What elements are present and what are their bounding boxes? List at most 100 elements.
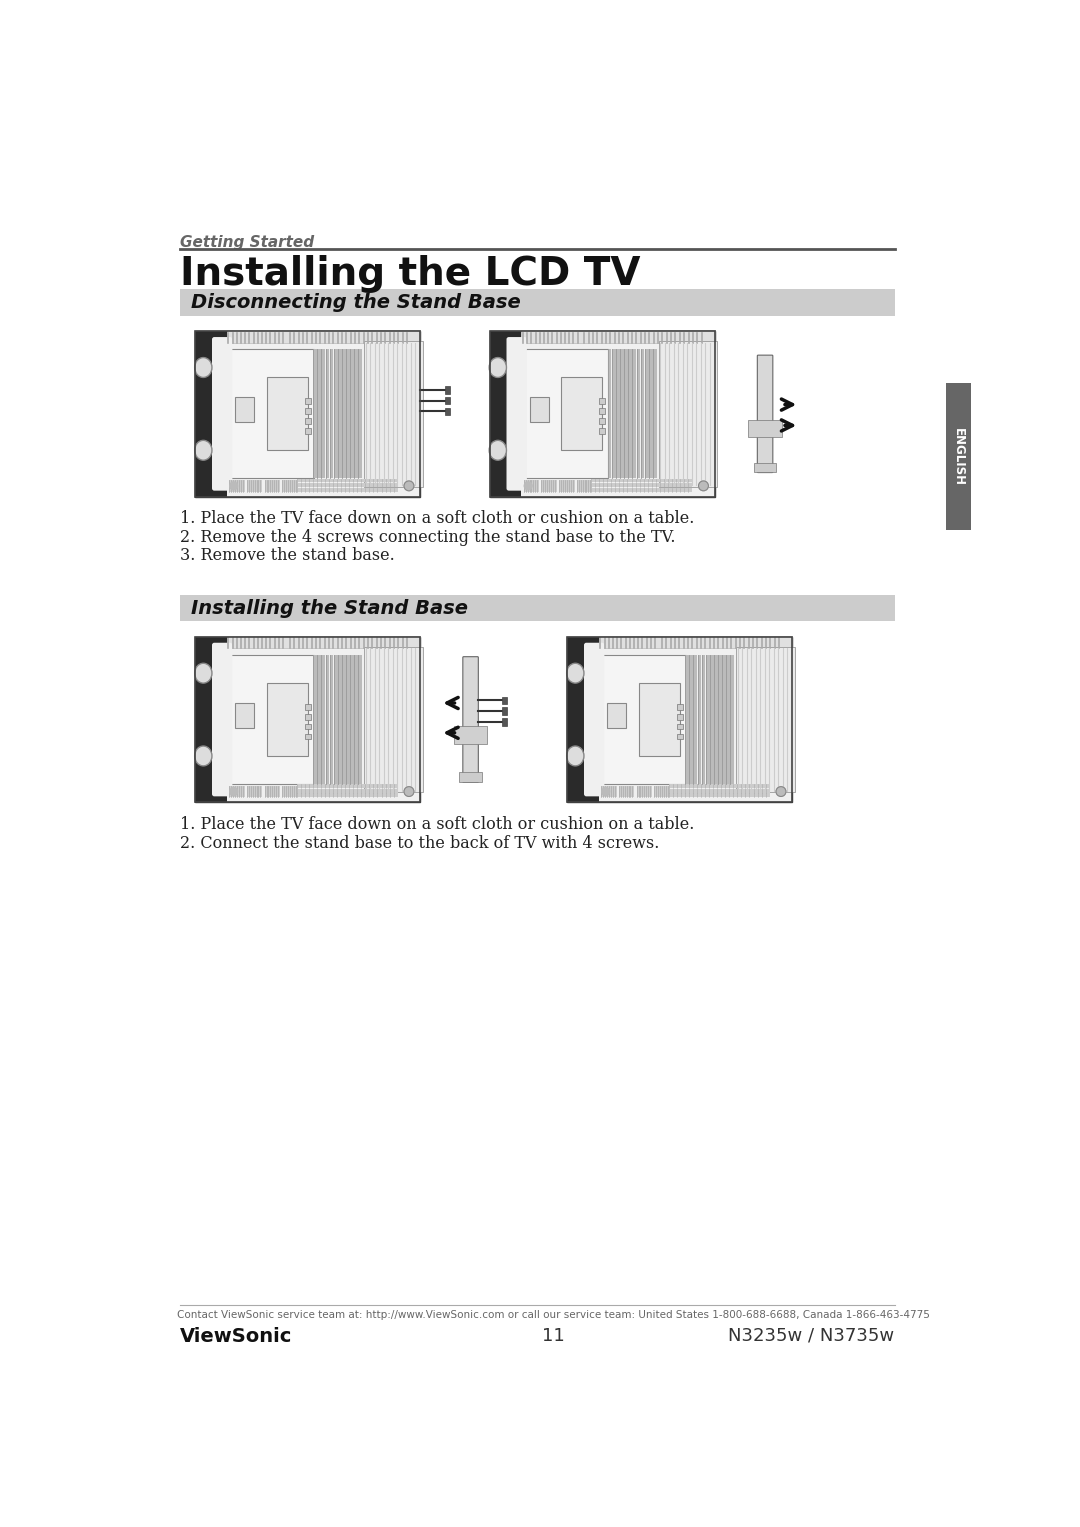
Text: Disconnecting the Stand Base: Disconnecting the Stand Base [191, 293, 521, 312]
Bar [282, 479, 298, 492]
Circle shape [524, 483, 532, 490]
Bar [265, 786, 280, 797]
Bar [502, 696, 507, 704]
Bar [577, 479, 592, 492]
Text: Getting Started: Getting Started [180, 235, 314, 250]
Bar [445, 386, 449, 394]
Bar [338, 350, 341, 478]
Bar [454, 725, 487, 744]
Bar [633, 350, 636, 478]
Bar [322, 655, 325, 783]
Text: N3235w / N3735w: N3235w / N3735w [728, 1327, 894, 1345]
Bar [567, 637, 599, 802]
Text: Installing the Stand Base: Installing the Stand Base [191, 599, 468, 618]
Bar [693, 655, 698, 783]
Bar [502, 718, 507, 725]
Bar [247, 786, 262, 797]
Bar [325, 350, 329, 478]
Bar [669, 789, 770, 793]
Bar [195, 637, 227, 802]
Bar [267, 683, 308, 756]
Text: Contact ViewSonic service team at: http://www.ViewSonic.com or call our service : Contact ViewSonic service team at: http:… [177, 1310, 930, 1319]
Text: Installing the LCD TV: Installing the LCD TV [180, 255, 640, 293]
Bar [611, 350, 616, 478]
FancyBboxPatch shape [212, 643, 232, 797]
Bar [305, 428, 311, 434]
Text: 2. Remove the 4 screws connecting the stand base to the TV.: 2. Remove the 4 screws connecting the st… [180, 528, 675, 547]
Bar [354, 350, 359, 478]
Bar [591, 478, 692, 483]
Bar [297, 487, 397, 492]
Circle shape [230, 788, 238, 796]
Bar [607, 702, 626, 728]
Bar [620, 350, 624, 478]
Bar [265, 479, 280, 492]
Bar [305, 713, 311, 719]
Bar [329, 655, 334, 783]
Bar [235, 397, 254, 421]
Bar [559, 479, 575, 492]
Bar [305, 724, 311, 730]
Bar [180, 290, 894, 316]
Bar [305, 408, 311, 414]
Bar [322, 350, 325, 478]
Bar [619, 786, 634, 797]
Bar [364, 647, 422, 793]
Bar [490, 331, 715, 496]
Bar [639, 683, 680, 756]
Bar [600, 655, 686, 783]
Text: 2. Connect the stand base to the back of TV with 4 screws.: 2. Connect the stand base to the back of… [180, 835, 659, 852]
Bar [334, 350, 338, 478]
Bar [346, 655, 350, 783]
Bar [624, 350, 627, 478]
Bar [645, 350, 649, 478]
Bar [354, 655, 359, 783]
Bar [591, 483, 692, 487]
Bar [562, 377, 603, 450]
Bar [567, 637, 793, 802]
Bar [530, 397, 549, 421]
Text: 11: 11 [542, 1327, 565, 1345]
Bar [342, 350, 346, 478]
Bar [710, 655, 714, 783]
Bar [297, 789, 397, 793]
Bar [629, 350, 632, 478]
Bar [653, 350, 657, 478]
Bar [313, 350, 316, 478]
FancyBboxPatch shape [463, 657, 478, 782]
Bar [748, 420, 782, 437]
Bar [305, 399, 311, 405]
Bar [730, 655, 734, 783]
Bar [502, 707, 507, 715]
Ellipse shape [489, 440, 507, 460]
Bar [350, 655, 354, 783]
Bar [523, 350, 608, 478]
Bar [350, 350, 354, 478]
Bar [705, 655, 710, 783]
Bar [297, 794, 397, 797]
Bar [714, 655, 718, 783]
Bar [235, 702, 254, 728]
Bar [599, 637, 793, 649]
Bar [654, 786, 670, 797]
FancyBboxPatch shape [757, 356, 773, 472]
Circle shape [699, 481, 708, 490]
Ellipse shape [194, 747, 212, 767]
Bar [640, 350, 645, 478]
Text: 3. Remove the stand base.: 3. Remove the stand base. [180, 548, 394, 565]
FancyBboxPatch shape [584, 643, 605, 797]
Bar [524, 479, 539, 492]
Bar [180, 596, 894, 621]
Bar [677, 704, 683, 710]
Bar [602, 786, 617, 797]
Bar [445, 408, 449, 415]
Bar [677, 724, 683, 730]
Bar [685, 655, 689, 783]
Bar [677, 733, 683, 739]
Bar [318, 350, 321, 478]
Ellipse shape [194, 663, 212, 683]
Bar [669, 794, 770, 797]
Ellipse shape [489, 357, 507, 377]
Bar [229, 655, 314, 783]
Bar [689, 655, 693, 783]
